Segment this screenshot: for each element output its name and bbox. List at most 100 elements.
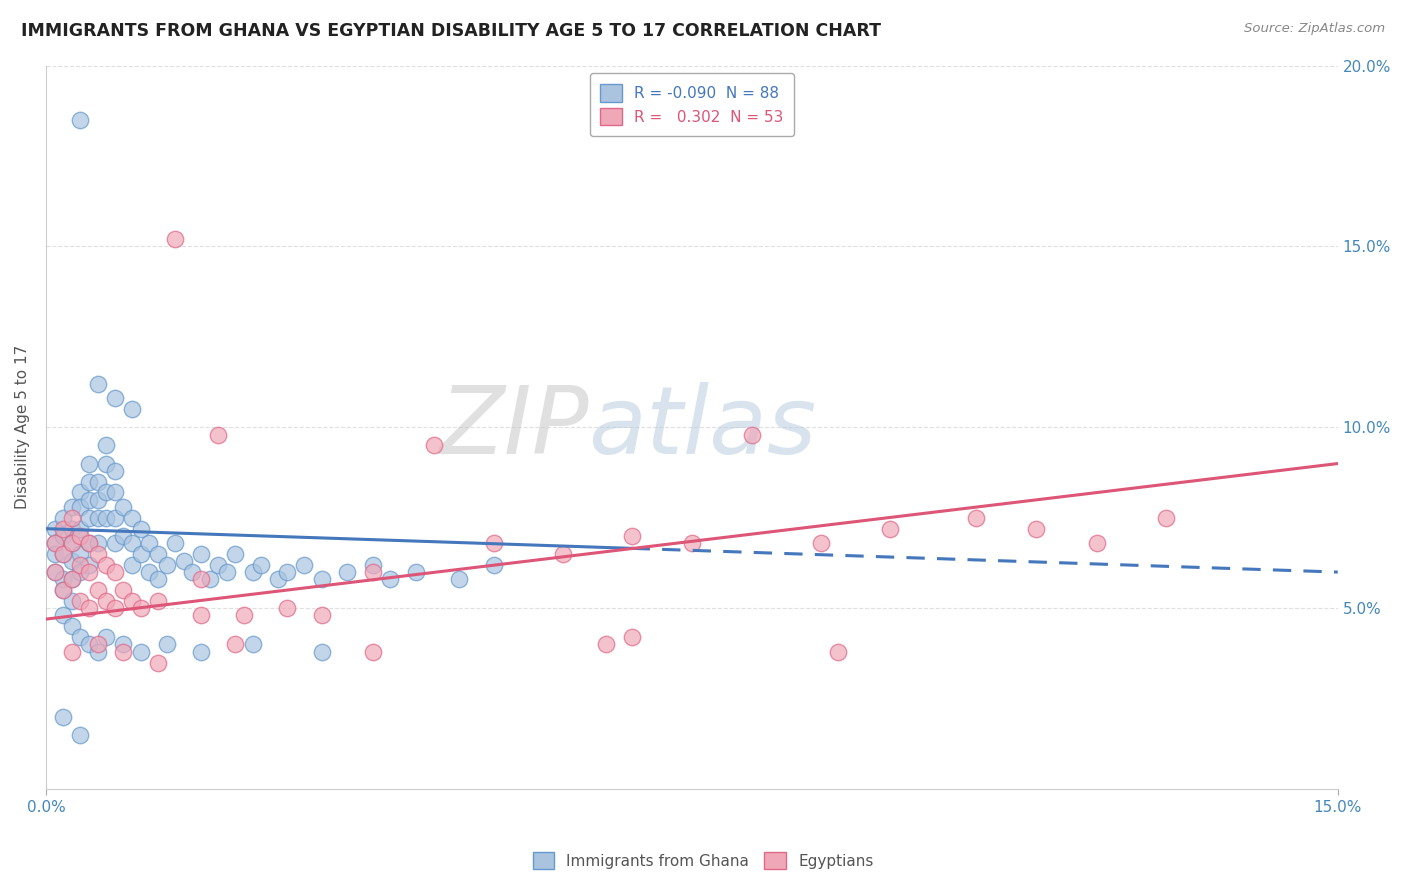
Point: [155, 558, 177, 572]
Point: [146, 547, 169, 561]
Point: [112, 637, 135, 651]
Point: [52, 529, 75, 543]
Point: [190, 608, 212, 623]
Point: [69, 485, 91, 500]
Y-axis label: Disability Age 5 to 17: Disability Age 5 to 17: [15, 345, 30, 509]
Point: [52, 547, 75, 561]
Point: [482, 558, 505, 572]
Point: [215, 565, 238, 579]
Point: [104, 392, 127, 406]
Point: [121, 402, 143, 417]
Point: [69, 630, 91, 644]
Point: [44, 565, 66, 579]
Text: atlas: atlas: [589, 382, 817, 473]
Point: [146, 656, 169, 670]
Point: [86, 511, 108, 525]
Point: [138, 565, 160, 579]
Point: [60, 511, 83, 525]
Point: [86, 475, 108, 489]
Point: [44, 536, 66, 550]
Point: [60, 536, 83, 550]
Point: [96, 558, 118, 572]
Point: [190, 547, 212, 561]
Point: [69, 500, 91, 514]
Text: ZIP: ZIP: [439, 382, 589, 473]
Point: [827, 645, 849, 659]
Point: [129, 547, 152, 561]
Point: [276, 565, 298, 579]
Point: [482, 536, 505, 550]
Point: [741, 427, 763, 442]
Point: [60, 645, 83, 659]
Point: [207, 427, 229, 442]
Point: [311, 645, 333, 659]
Point: [69, 728, 91, 742]
Point: [138, 536, 160, 550]
Point: [44, 536, 66, 550]
Point: [52, 583, 75, 598]
Point: [121, 558, 143, 572]
Point: [77, 601, 100, 615]
Point: [292, 558, 315, 572]
Legend: R = -0.090  N = 88, R =   0.302  N = 53: R = -0.090 N = 88, R = 0.302 N = 53: [589, 73, 794, 136]
Point: [60, 594, 83, 608]
Point: [60, 619, 83, 633]
Point: [165, 536, 187, 550]
Point: [146, 594, 169, 608]
Point: [86, 547, 108, 561]
Point: [242, 565, 264, 579]
Point: [52, 572, 75, 586]
Point: [112, 500, 135, 514]
Point: [96, 485, 118, 500]
Point: [810, 536, 832, 550]
Point: [155, 637, 177, 651]
Point: [250, 558, 273, 572]
Point: [965, 511, 987, 525]
Point: [422, 438, 444, 452]
Point: [620, 529, 643, 543]
Point: [86, 376, 108, 391]
Point: [96, 594, 118, 608]
Point: [60, 572, 83, 586]
Point: [620, 630, 643, 644]
Point: [69, 112, 91, 127]
Point: [165, 232, 187, 246]
Point: [86, 583, 108, 598]
Point: [77, 475, 100, 489]
Point: [129, 522, 152, 536]
Point: [1154, 511, 1177, 525]
Point: [190, 645, 212, 659]
Point: [104, 511, 127, 525]
Point: [77, 637, 100, 651]
Legend: Immigrants from Ghana, Egyptians: Immigrants from Ghana, Egyptians: [526, 846, 880, 875]
Point: [190, 572, 212, 586]
Point: [233, 608, 256, 623]
Point: [52, 511, 75, 525]
Point: [44, 547, 66, 561]
Point: [311, 608, 333, 623]
Point: [52, 547, 75, 561]
Point: [86, 536, 108, 550]
Point: [267, 572, 290, 586]
Point: [121, 511, 143, 525]
Point: [52, 583, 75, 598]
Point: [361, 645, 384, 659]
Text: IMMIGRANTS FROM GHANA VS EGYPTIAN DISABILITY AGE 5 TO 17 CORRELATION CHART: IMMIGRANTS FROM GHANA VS EGYPTIAN DISABI…: [21, 22, 882, 40]
Point: [77, 511, 100, 525]
Point: [104, 601, 127, 615]
Point: [129, 645, 152, 659]
Point: [52, 710, 75, 724]
Point: [77, 536, 100, 550]
Point: [173, 554, 195, 568]
Point: [104, 565, 127, 579]
Point: [224, 637, 246, 651]
Point: [146, 572, 169, 586]
Point: [1025, 522, 1047, 536]
Point: [86, 637, 108, 651]
Point: [276, 601, 298, 615]
Point: [311, 572, 333, 586]
Point: [224, 547, 246, 561]
Point: [336, 565, 359, 579]
Point: [104, 536, 127, 550]
Point: [1085, 536, 1108, 550]
